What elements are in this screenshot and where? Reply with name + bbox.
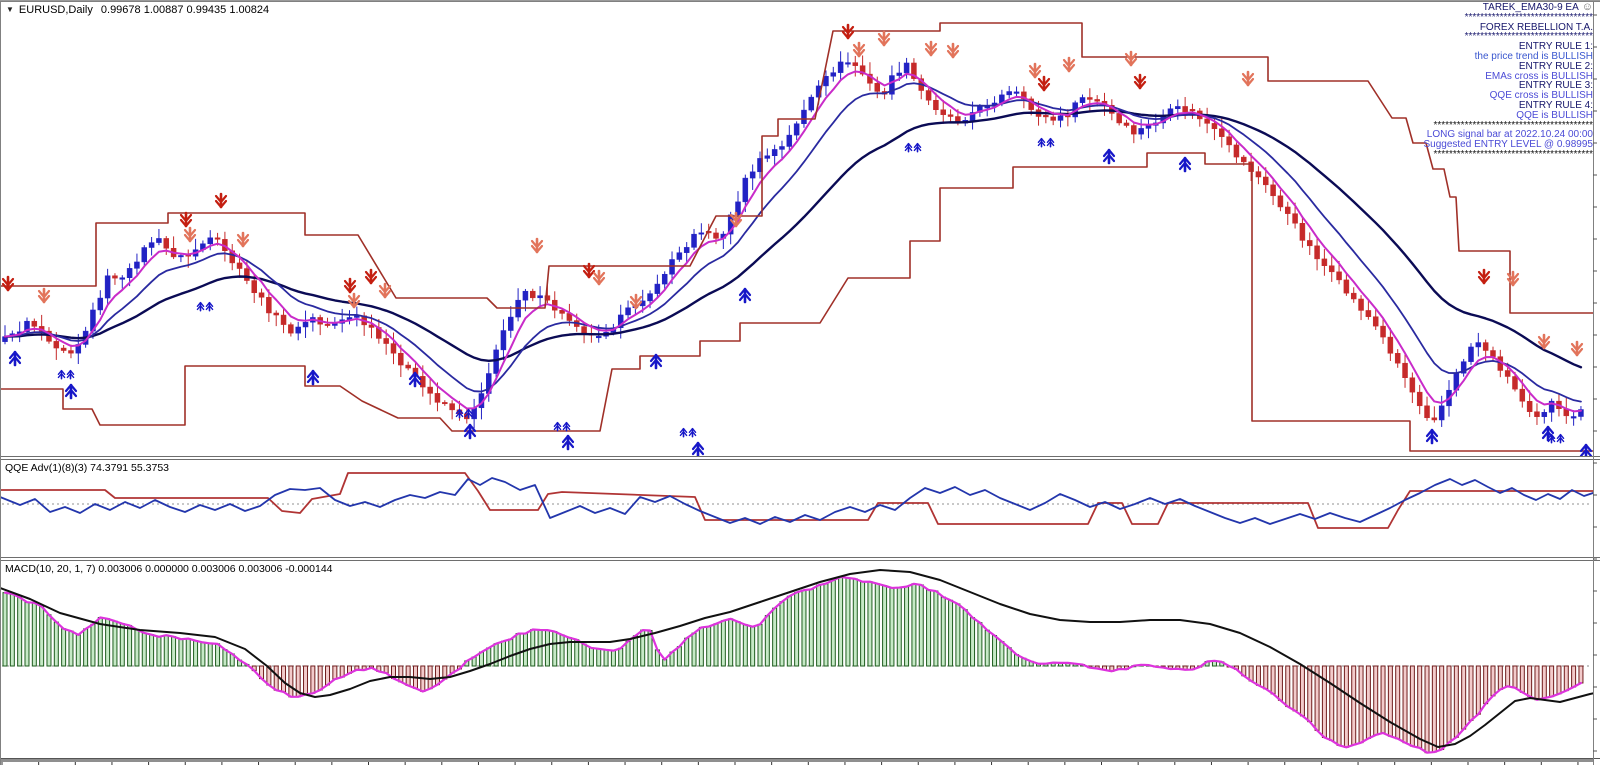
- ea-text-line: ENTRY RULE 3:: [1518, 80, 1593, 92]
- sell-signal-arrow-icon: [1028, 62, 1042, 79]
- sell-signal-arrow-icon: [364, 268, 378, 285]
- sell-signal-arrow-icon: [582, 262, 596, 279]
- buy-signal-arrow-icon: [1547, 433, 1556, 444]
- ea-text-line: Suggested ENTRY LEVEL @ 0.98995: [1423, 139, 1593, 151]
- buy-signal-arrow-icon: [66, 369, 75, 380]
- sell-signal-arrow-icon: [629, 293, 643, 310]
- buy-signal-arrow-icon: [1579, 443, 1593, 456]
- sell-signal-arrow-icon: [592, 269, 606, 286]
- sell-signal-arrow-icon: [37, 287, 51, 304]
- buy-signal-arrow-icon: [205, 301, 214, 312]
- sell-signal-arrow-icon: [1062, 56, 1076, 73]
- buy-signal-arrow-icon: [1556, 433, 1565, 444]
- sell-signal-arrow-icon: [924, 40, 938, 57]
- buy-signal-arrow-icon: [688, 427, 697, 438]
- ea-info-panel: TAREK_EMA30-9 EA ☺ ***********************…: [1423, 1, 1593, 160]
- ea-text-line: LONG signal bar at 2022.10.24 00:00: [1426, 129, 1593, 141]
- buy-signal-arrow-icon: [196, 301, 205, 312]
- ea-text-line: ENTRY RULE 4:: [1518, 99, 1593, 111]
- ea-separator-line: ****************************************…: [1433, 119, 1593, 131]
- sell-signal-arrow-icon: [530, 237, 544, 254]
- sell-signal-arrow-icon: [378, 282, 392, 299]
- sell-signal-arrow-icon: [214, 192, 228, 209]
- ea-text-line: FOREX REBELLION T.A.: [1479, 21, 1593, 33]
- sell-signal-arrow-icon: [179, 211, 193, 228]
- macd-indicator-label: MACD(10, 20, 1, 7) 0.003006 0.000000 0.0…: [5, 563, 333, 575]
- ea-text-line: QQE is BULLISH: [1516, 109, 1593, 121]
- ea-separator-line: *********************************: [1464, 31, 1593, 43]
- buy-signal-arrow-icon: [1037, 137, 1046, 148]
- sell-signal-arrow-icon: [183, 226, 197, 243]
- buy-signal-arrow-icon: [738, 287, 752, 304]
- buy-signal-arrow-icon: [1178, 156, 1192, 173]
- buy-signal-arrow-icon: [455, 408, 464, 419]
- buy-signal-arrow-icon: [679, 427, 688, 438]
- qqe-indicator-label: QQE Adv(1)(8)(3) 74.3791 55.3753: [5, 462, 170, 474]
- ea-text-line: ENTRY RULE 2:: [1518, 60, 1593, 72]
- buy-signal-arrow-icon: [649, 353, 663, 370]
- buy-signal-arrow-icon: [57, 369, 66, 380]
- ea-separator-line: ****************************************…: [1433, 148, 1593, 160]
- buy-signal-arrow-icon: [1046, 137, 1055, 148]
- buy-signal-arrow-icon: [562, 421, 571, 432]
- main-chart-title: ▼ EURUSD,Daily 0.99678 1.00887 0.99435 1.0…: [6, 4, 269, 16]
- buy-signal-arrow-icon: [553, 421, 562, 432]
- sell-signal-arrow-icon: [1124, 50, 1138, 67]
- buy-signal-arrow-icon: [408, 371, 422, 388]
- buy-signal-arrow-icon: [561, 434, 575, 451]
- buy-signal-arrow-icon: [1425, 428, 1439, 445]
- buy-signal-arrow-icon: [64, 383, 78, 400]
- buy-signal-arrow-icon: [691, 441, 705, 456]
- sell-signal-arrow-icon: [1477, 268, 1491, 285]
- buy-signal-arrow-icon: [904, 142, 913, 153]
- sell-signal-arrow-icon: [343, 277, 357, 294]
- buy-signal-arrow-icon: [306, 369, 320, 386]
- sell-signal-arrow-icon: [1506, 270, 1520, 287]
- sell-signal-arrow-icon: [841, 23, 855, 40]
- buy-signal-arrow-icon: [913, 142, 922, 153]
- ea-text-line: EMAs cross is BULLISH: [1485, 70, 1593, 82]
- sell-signal-arrow-icon: [946, 42, 960, 59]
- sell-signal-arrow-icon: [1133, 73, 1147, 90]
- sell-signal-arrow-icon: [1, 275, 15, 292]
- sell-signal-arrow-icon: [236, 231, 250, 248]
- sell-signal-arrow-icon: [1570, 340, 1584, 357]
- smiley-icon: ☺: [1581, 1, 1593, 13]
- ea-text-line: QQE cross is BULLISH: [1489, 90, 1593, 102]
- buy-signal-arrow-icon: [464, 408, 473, 419]
- ea-text-line: ENTRY RULE 1:: [1518, 41, 1593, 53]
- sell-signal-arrow-icon: [852, 41, 866, 58]
- ea-text-line: TAREK_EMA30-9 EA ☺: [1482, 1, 1593, 13]
- sell-signal-arrow-icon: [729, 211, 743, 228]
- buy-signal-arrow-icon: [1102, 148, 1116, 165]
- sell-signal-arrow-icon: [1241, 70, 1255, 87]
- sell-signal-arrow-icon: [877, 30, 891, 47]
- ea-separator-line: *********************************: [1464, 11, 1593, 23]
- ohlc-values: 0.99678 1.00887 0.99435 1.00824: [100, 4, 270, 16]
- sell-signal-arrow-icon: [347, 292, 361, 309]
- symbol-period-label: EURUSD,Daily: [18, 4, 93, 16]
- buy-signal-arrow-icon: [463, 423, 477, 440]
- buy-signal-arrow-icon: [8, 350, 22, 367]
- sell-signal-arrow-icon: [1037, 75, 1051, 92]
- collapse-panel-icon[interactable]: ▼: [6, 5, 14, 14]
- ea-text-line: the price trend is BULLISH: [1474, 50, 1593, 62]
- sell-signal-arrow-icon: [1537, 333, 1551, 350]
